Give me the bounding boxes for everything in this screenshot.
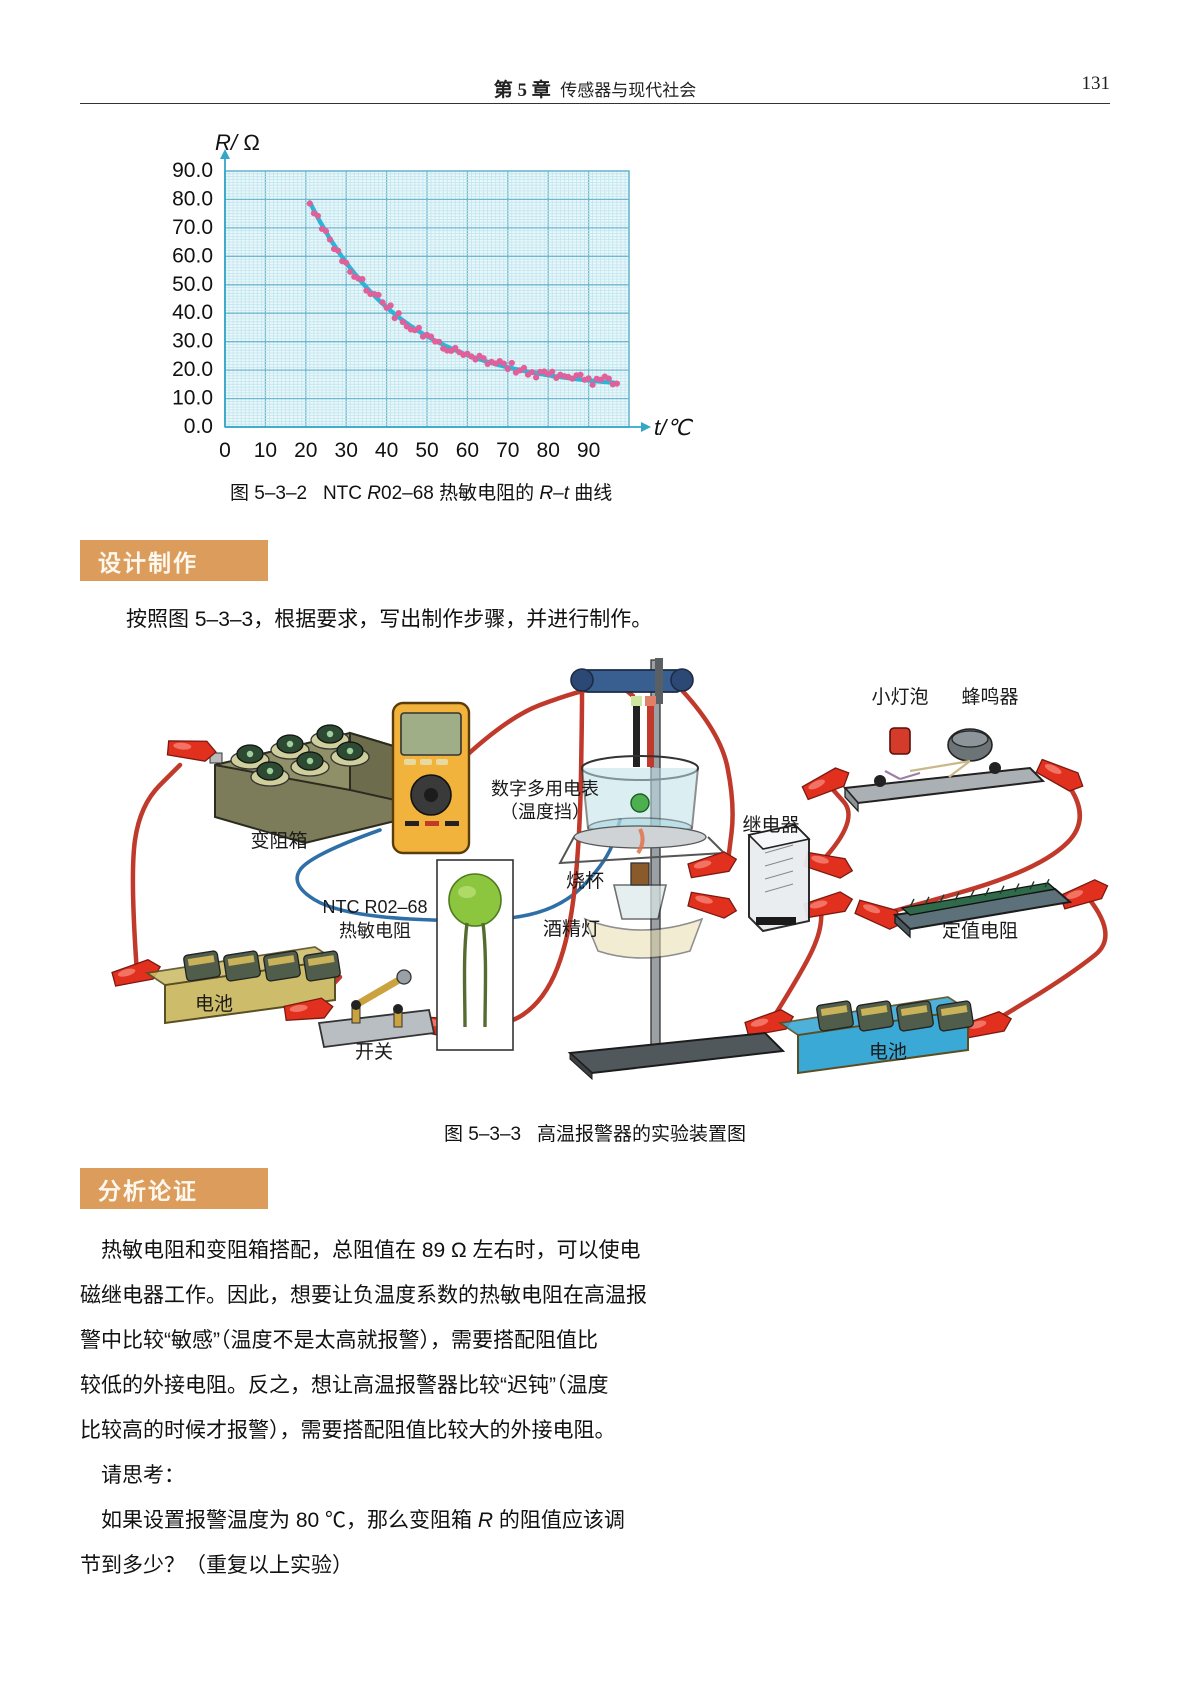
svg-text:60.0: 60.0 bbox=[172, 244, 213, 267]
svg-text:电池: 电池 bbox=[195, 993, 233, 1015]
svg-text:70.0: 70.0 bbox=[172, 216, 213, 239]
svg-text:开关: 开关 bbox=[355, 1041, 393, 1063]
svg-text:烧杯: 烧杯 bbox=[566, 870, 604, 892]
svg-text:30.0: 30.0 bbox=[172, 330, 213, 353]
svg-text:t/℃: t/℃ bbox=[654, 415, 693, 440]
svg-text:10.0: 10.0 bbox=[172, 387, 213, 410]
svg-text:30: 30 bbox=[335, 439, 358, 462]
svg-text:0: 0 bbox=[219, 439, 231, 462]
svg-text:40.0: 40.0 bbox=[172, 301, 213, 324]
svg-text:70: 70 bbox=[496, 439, 519, 462]
svg-text:继电器: 继电器 bbox=[742, 814, 799, 836]
svg-text:20.0: 20.0 bbox=[172, 358, 213, 381]
svg-text:R/ Ω: R/ Ω bbox=[215, 130, 260, 155]
svg-text:小灯泡: 小灯泡 bbox=[871, 686, 928, 708]
svg-text:80.0: 80.0 bbox=[172, 187, 213, 210]
svg-text:蜂鸣器: 蜂鸣器 bbox=[961, 686, 1018, 708]
svg-text:60: 60 bbox=[456, 439, 479, 462]
svg-text:（温度挡）: （温度挡） bbox=[500, 802, 590, 822]
svg-text:电池: 电池 bbox=[869, 1041, 907, 1063]
svg-text:20: 20 bbox=[294, 439, 317, 462]
svg-text:80: 80 bbox=[537, 439, 560, 462]
svg-text:变阻箱: 变阻箱 bbox=[250, 830, 307, 852]
svg-text:90: 90 bbox=[577, 439, 600, 462]
svg-text:酒精灯: 酒精灯 bbox=[543, 918, 600, 940]
svg-text:90.0: 90.0 bbox=[172, 159, 213, 182]
svg-text:0.0: 0.0 bbox=[184, 415, 213, 438]
svg-text:10: 10 bbox=[254, 439, 277, 462]
svg-text:50.0: 50.0 bbox=[172, 273, 213, 296]
svg-text:40: 40 bbox=[375, 439, 398, 462]
svg-text:50: 50 bbox=[415, 439, 438, 462]
svg-text:热敏电阻: 热敏电阻 bbox=[339, 921, 411, 941]
svg-text:NTC R02–68: NTC R02–68 bbox=[322, 897, 427, 917]
svg-text:定值电阻: 定值电阻 bbox=[942, 920, 1018, 942]
svg-text:数字多用电表: 数字多用电表 bbox=[491, 779, 599, 799]
